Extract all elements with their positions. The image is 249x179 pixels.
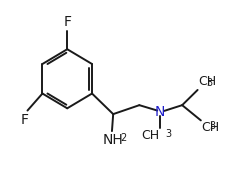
Text: 2: 2 bbox=[121, 132, 127, 142]
Text: NH: NH bbox=[102, 132, 123, 147]
Text: CH: CH bbox=[198, 75, 216, 88]
Text: N: N bbox=[155, 105, 165, 119]
Text: CH: CH bbox=[142, 129, 160, 142]
Text: 3: 3 bbox=[206, 78, 212, 88]
Text: 3: 3 bbox=[210, 121, 216, 131]
Text: F: F bbox=[63, 15, 71, 29]
Text: F: F bbox=[21, 113, 29, 127]
Text: CH: CH bbox=[202, 121, 220, 134]
Text: 3: 3 bbox=[166, 129, 172, 139]
